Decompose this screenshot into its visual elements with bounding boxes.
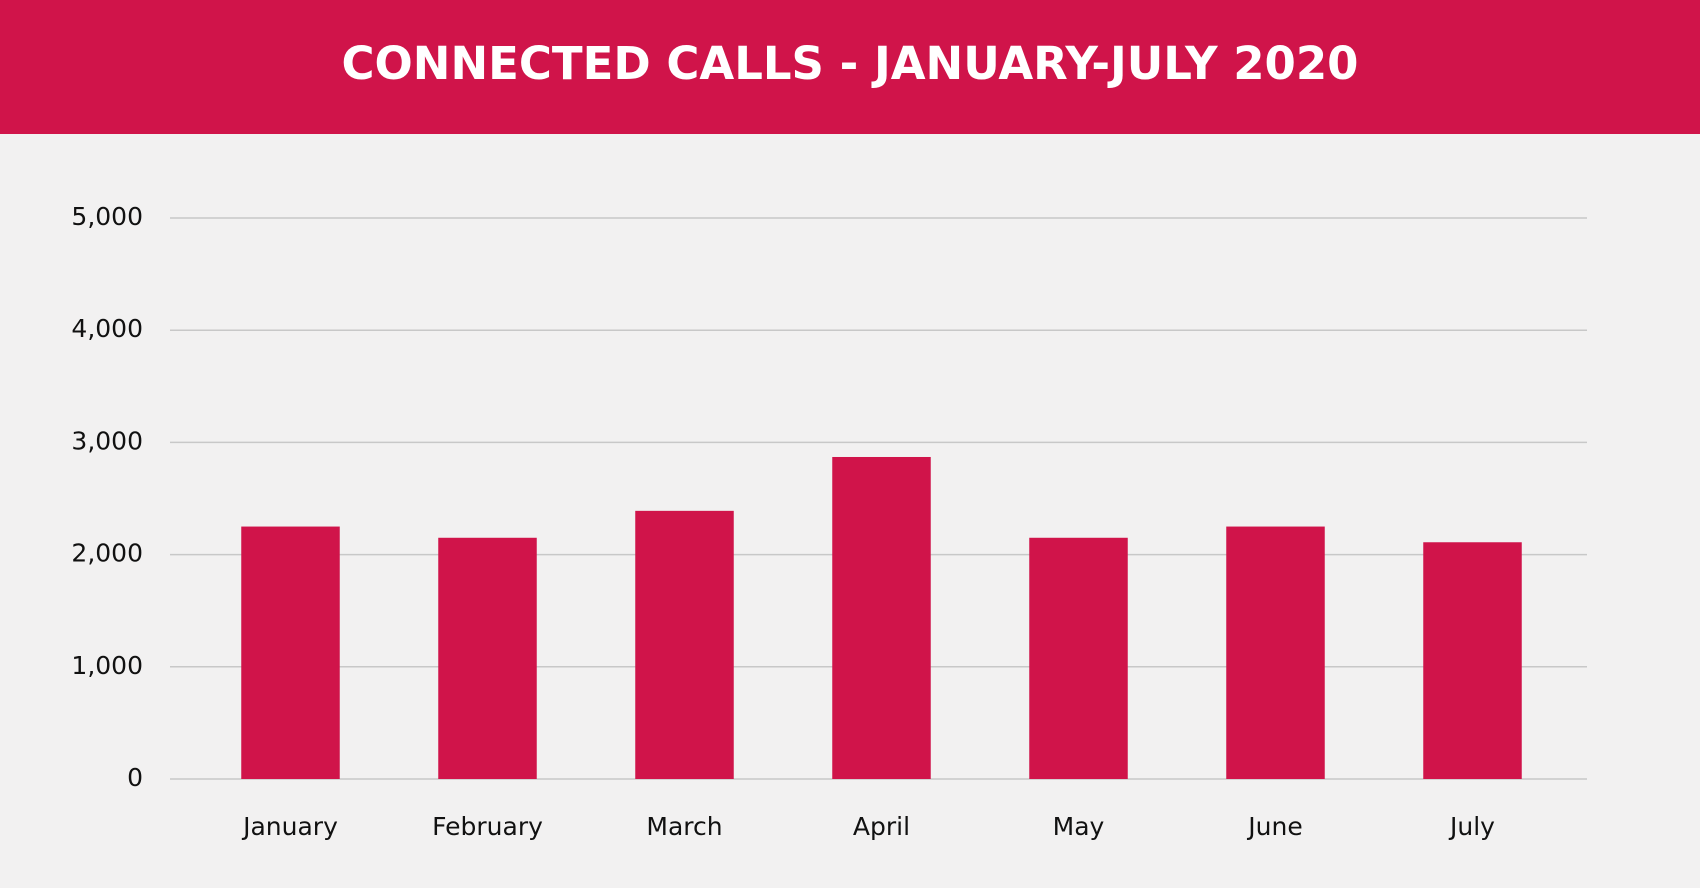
bar (438, 537, 537, 779)
bar (241, 526, 340, 779)
x-tick-label: January (241, 812, 338, 841)
x-tick-label: March (646, 812, 722, 841)
x-tick-label: April (853, 812, 910, 841)
bar (832, 456, 931, 779)
x-tick-label: June (1246, 812, 1302, 841)
x-tick-label: May (1053, 812, 1105, 841)
bar (1226, 526, 1325, 779)
y-tick-label: 3,000 (71, 426, 143, 455)
x-tick-label: July (1448, 812, 1495, 841)
y-tick-label: 2,000 (71, 539, 143, 568)
title-banner (0, 0, 1700, 134)
chart-title: CONNECTED CALLS - JANUARY-JULY 2020 (342, 37, 1359, 90)
bar (635, 510, 734, 779)
x-tick-label: February (432, 812, 543, 841)
y-tick-label: 4,000 (71, 314, 143, 343)
y-tick-label: 0 (127, 763, 143, 792)
y-tick-label: 5,000 (71, 202, 143, 231)
bar (1029, 537, 1128, 779)
bar (1423, 542, 1522, 779)
y-tick-label: 1,000 (71, 651, 143, 680)
